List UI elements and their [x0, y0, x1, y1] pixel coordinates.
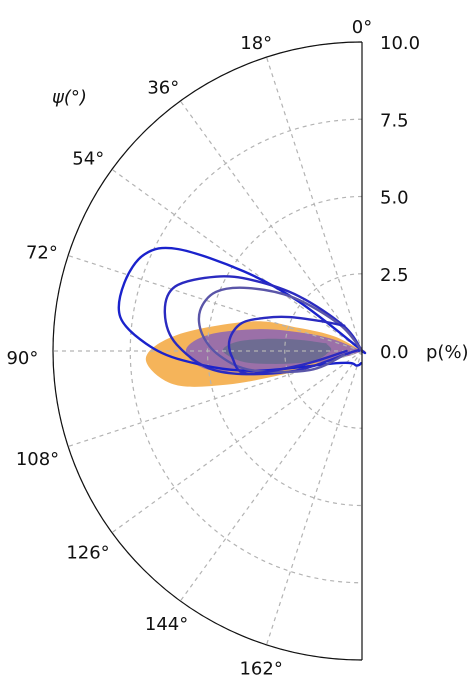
theta-tick-label-2: 18° [240, 33, 272, 54]
theta-tick-label-8: 126° [66, 542, 109, 563]
contour-line-4 [227, 315, 348, 375]
angular-grid-9 [179, 350, 363, 602]
contour-lines [117, 246, 367, 376]
outer-boundary [52, 41, 363, 661]
theta-tick-label-6: 90° [6, 348, 38, 369]
theta-tick-label-7: 108° [16, 449, 59, 470]
theta-tick-label-1: 0° [352, 17, 372, 38]
radial-tick-label-4: 7.5 [380, 110, 409, 131]
theta-tick-label-4: 54° [72, 148, 104, 169]
axis-labels: ψ(°) p(%) [52, 87, 469, 363]
theta-tick-label-10: 162° [239, 658, 282, 679]
theta-axis-label: ψ(°) [52, 87, 87, 108]
angular-grid-10 [265, 350, 363, 646]
radial-grid-4 [129, 118, 363, 584]
radial-tick-label-2: 2.5 [380, 265, 409, 286]
theta-tick-label-5: 72° [26, 243, 58, 264]
filled-contours [145, 321, 366, 387]
theta-tick-label-3: 36° [147, 78, 179, 99]
filled-contour-3 [222, 338, 332, 364]
angular-grid-8 [111, 350, 363, 534]
contour-line-2 [163, 275, 364, 376]
angular-grid-5 [67, 254, 363, 352]
theta-tick-label-9: 144° [145, 614, 188, 635]
angular-grid-3 [179, 100, 363, 352]
radial-tick-label-1: 0.0 [380, 342, 409, 363]
radial-tick-label-3: 5.0 [380, 188, 409, 209]
angular-grid-2 [265, 56, 363, 352]
radial-axis-label: p(%) [426, 342, 469, 363]
axes [52, 41, 363, 661]
radial-tick-label-5: 10.0 [380, 33, 420, 54]
radial-grid-2 [284, 273, 363, 429]
tick-labels: 0.0 2.5 5.0 7.5 10.0 0° 18° 36° 54° 72° 90° 108° 126… [6, 17, 420, 679]
